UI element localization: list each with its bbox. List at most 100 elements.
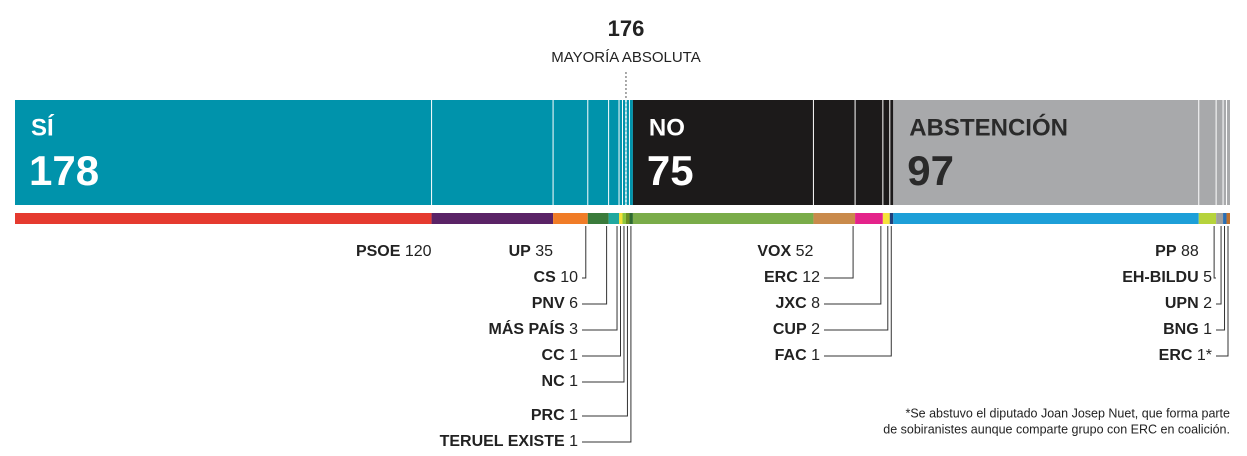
party-segment xyxy=(1223,213,1227,224)
footnote: *Se abstuvo el diputado Joan Josep Nuet,… xyxy=(905,406,1230,420)
party-name: PNV xyxy=(532,295,565,312)
leader-line xyxy=(582,226,618,331)
party-name: ERC xyxy=(764,269,798,286)
party-name: EH-BILDU xyxy=(1122,269,1198,286)
party-segment xyxy=(855,213,883,224)
party-value: 1 xyxy=(811,347,820,364)
leader-line xyxy=(1216,226,1226,331)
party-segment xyxy=(1198,213,1217,224)
party-label: ERC 12 xyxy=(764,269,820,286)
party-segment xyxy=(15,213,432,224)
party-label: CC 1 xyxy=(542,347,579,364)
party-value: 1* xyxy=(1197,347,1212,364)
party-value: 120 xyxy=(405,243,432,260)
party-segment xyxy=(587,213,609,224)
party-label: PNV 6 xyxy=(532,295,578,312)
party-value: 88 xyxy=(1181,243,1199,260)
footnote: de sobiranistes aunque comparte grupo co… xyxy=(883,422,1230,436)
party-value: 5 xyxy=(1203,269,1212,286)
party-name: UP xyxy=(509,243,532,260)
party-name: PRC xyxy=(531,407,565,424)
party-label: UPN 2 xyxy=(1165,295,1212,312)
party-value: 2 xyxy=(811,321,820,338)
group-value: 178 xyxy=(29,147,99,194)
majority-value: 176 xyxy=(608,16,645,41)
group-value: 75 xyxy=(647,147,694,194)
party-name: CS xyxy=(534,269,557,286)
party-label: BNG 1 xyxy=(1163,321,1212,338)
party-value: 1 xyxy=(1203,321,1212,338)
party-label: PSOE 120 xyxy=(356,243,432,260)
party-segment xyxy=(431,213,554,224)
party-segment xyxy=(893,213,1199,224)
party-label: ERC 1* xyxy=(1159,347,1212,364)
leader-line xyxy=(1213,226,1216,279)
leader-line xyxy=(1216,226,1222,305)
group-bar xyxy=(632,100,894,205)
party-name: VOX xyxy=(757,243,791,260)
party-label: EH-BILDU 5 xyxy=(1122,269,1212,286)
party-segment xyxy=(629,213,633,224)
leader-line xyxy=(582,226,625,383)
party-segment xyxy=(889,213,894,224)
party-value: 12 xyxy=(802,269,820,286)
party-label: PP 88 xyxy=(1155,243,1199,260)
party-segment xyxy=(632,213,814,224)
party-label: PRC 1 xyxy=(531,407,578,424)
party-name: PSOE xyxy=(356,243,401,260)
party-value: 1 xyxy=(569,373,578,390)
party-name: ERC xyxy=(1159,347,1193,364)
group-bar xyxy=(15,100,633,205)
leader-line xyxy=(824,226,882,305)
party-segment xyxy=(1226,213,1230,224)
group-name: SÍ xyxy=(31,113,55,141)
party-value: 35 xyxy=(535,243,553,260)
party-label: CS 10 xyxy=(534,269,579,286)
party-name: MÁS PAÍS xyxy=(488,319,564,338)
party-name: FAC xyxy=(775,347,807,364)
leader-line xyxy=(824,226,889,331)
party-segment xyxy=(553,213,588,224)
party-name: PP xyxy=(1155,243,1177,260)
leader-line xyxy=(1216,226,1229,357)
party-segment xyxy=(625,213,630,224)
party-value: 10 xyxy=(560,269,578,286)
party-segment xyxy=(882,213,890,224)
group-value: 97 xyxy=(907,147,954,194)
party-segment xyxy=(1216,213,1224,224)
party-segment xyxy=(813,213,856,224)
party-name: UPN xyxy=(1165,295,1199,312)
leader-line xyxy=(824,226,892,357)
party-segment xyxy=(608,213,620,224)
party-segment xyxy=(619,213,623,224)
party-name: BNG xyxy=(1163,321,1199,338)
majority-label: MAYORÍA ABSOLUTA xyxy=(551,49,701,66)
group-name: ABSTENCIÓN xyxy=(909,113,1068,141)
party-value: 52 xyxy=(796,243,814,260)
party-name: JXC xyxy=(776,295,808,312)
party-value: 8 xyxy=(811,295,820,312)
party-label: CUP 2 xyxy=(773,321,820,338)
leader-line xyxy=(582,226,608,305)
party-value: 2 xyxy=(1203,295,1212,312)
party-name: CC xyxy=(542,347,566,364)
party-segment xyxy=(622,213,626,224)
party-value: 6 xyxy=(569,295,578,312)
leader-line xyxy=(824,226,854,279)
leader-line xyxy=(582,226,632,443)
party-label: FAC 1 xyxy=(775,347,820,364)
group-bar xyxy=(893,100,1230,205)
party-value: 3 xyxy=(569,321,578,338)
party-value: 1 xyxy=(569,347,578,364)
party-value: 1 xyxy=(569,433,578,450)
party-name: NC xyxy=(542,373,566,390)
party-label: UP 35 xyxy=(509,243,554,260)
party-name: TERUEL EXISTE xyxy=(440,433,565,450)
group-name: NO xyxy=(649,114,685,141)
leader-line xyxy=(582,226,628,417)
leader-line xyxy=(582,226,587,279)
party-label: TERUEL EXISTE 1 xyxy=(440,433,579,450)
party-label: NC 1 xyxy=(542,373,579,390)
party-value: 1 xyxy=(569,407,578,424)
